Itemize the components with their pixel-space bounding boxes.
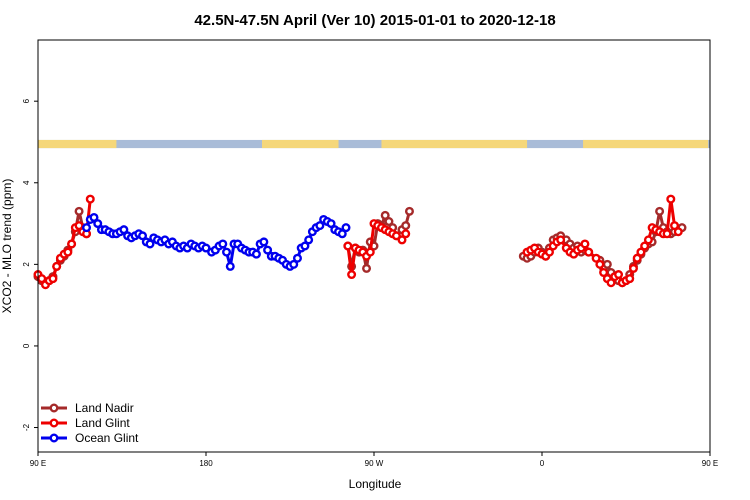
data-point (602, 259, 612, 269)
data-point (85, 194, 95, 204)
data-point (89, 212, 99, 222)
data-point (326, 219, 336, 229)
y-tick-label: 2 (22, 262, 31, 267)
data-point (341, 223, 351, 233)
series-layer (33, 194, 687, 290)
x-tick-label: 90 E (702, 459, 718, 468)
data-point (401, 229, 411, 239)
data-point (222, 247, 232, 257)
legend-swatch-marker (49, 418, 59, 428)
land-band-segment (583, 139, 709, 149)
data-point (401, 221, 411, 231)
data-point (315, 221, 325, 231)
data-point (380, 210, 390, 220)
ocean-band (38, 139, 710, 149)
data-point (404, 206, 414, 216)
data-point (218, 239, 228, 249)
data-point (625, 274, 635, 284)
data-point (655, 206, 665, 216)
data-point (666, 194, 676, 204)
data-point (201, 243, 211, 253)
data-point (595, 259, 605, 269)
data-point (556, 235, 566, 245)
data-point (67, 239, 77, 249)
legend-label: Land Nadir (75, 401, 134, 415)
data-point (138, 231, 148, 241)
legend-swatch-marker (49, 433, 59, 443)
data-point (82, 223, 92, 233)
data-point (365, 247, 375, 257)
data-point (300, 241, 310, 251)
data-point (544, 247, 554, 257)
data-point (640, 241, 650, 251)
data-point (145, 239, 155, 249)
legend-label: Land Glint (75, 416, 130, 430)
y-tick-label: 4 (22, 180, 31, 185)
data-point (337, 229, 347, 239)
y-tick-label: 0 (22, 343, 31, 348)
land-band-segment (262, 139, 339, 149)
x-axis: 90 E 180 90 W 0 90 E (30, 452, 718, 468)
data-point (63, 247, 73, 257)
data-point (662, 229, 672, 239)
data-point (259, 237, 269, 247)
y-axis: -2 0 2 4 6 (22, 98, 38, 431)
data-point (74, 221, 84, 231)
chart-title: 42.5N-47.5N April (Ver 10) 2015-01-01 to… (194, 12, 555, 29)
x-axis-label: Longitude (349, 477, 402, 491)
series-ocean-glint (82, 212, 351, 271)
data-point (347, 270, 357, 280)
x-tick-label: 180 (199, 459, 213, 468)
data-point (397, 235, 407, 245)
data-point (93, 219, 103, 229)
x-tick-label: 0 (540, 459, 545, 468)
data-point (391, 231, 401, 241)
data-point (251, 249, 261, 259)
data-point (304, 235, 314, 245)
x-tick-label: 90 E (30, 459, 46, 468)
x-tick-label: 90 W (365, 459, 384, 468)
data-point (673, 227, 683, 237)
data-point (362, 263, 372, 273)
data-point (289, 259, 299, 269)
data-point (263, 245, 273, 255)
data-point (292, 253, 302, 263)
data-point (632, 253, 642, 263)
land-band-segment (381, 139, 528, 149)
data-point (343, 241, 353, 251)
y-tick-label: -2 (22, 423, 31, 431)
legend-label: Ocean Glint (75, 431, 139, 445)
data-point (580, 239, 590, 249)
land-band-segment (38, 139, 117, 149)
series-land-glint (33, 194, 683, 290)
data-point (119, 225, 129, 235)
data-point (591, 253, 601, 263)
data-point (628, 263, 638, 273)
data-point (636, 247, 646, 257)
legend-item-ocean-glint: Ocean Glint (41, 431, 139, 445)
data-point (225, 261, 235, 271)
data-point (599, 268, 609, 278)
legend-item-land-nadir: Land Nadir (41, 401, 134, 415)
data-point (614, 270, 624, 280)
data-point (384, 217, 394, 227)
data-point (52, 261, 62, 271)
data-point (48, 274, 58, 284)
data-point (670, 221, 680, 231)
y-axis-label: XCO2 - MLO trend (ppm) (0, 179, 14, 314)
data-point (74, 206, 84, 216)
data-point (606, 278, 616, 288)
land-ocean-band (38, 139, 710, 149)
legend-swatch-marker (49, 403, 59, 413)
data-point (643, 235, 653, 245)
legend-item-land-glint: Land Glint (41, 416, 130, 430)
data-point (584, 247, 594, 257)
y-tick-label: 6 (22, 98, 31, 103)
